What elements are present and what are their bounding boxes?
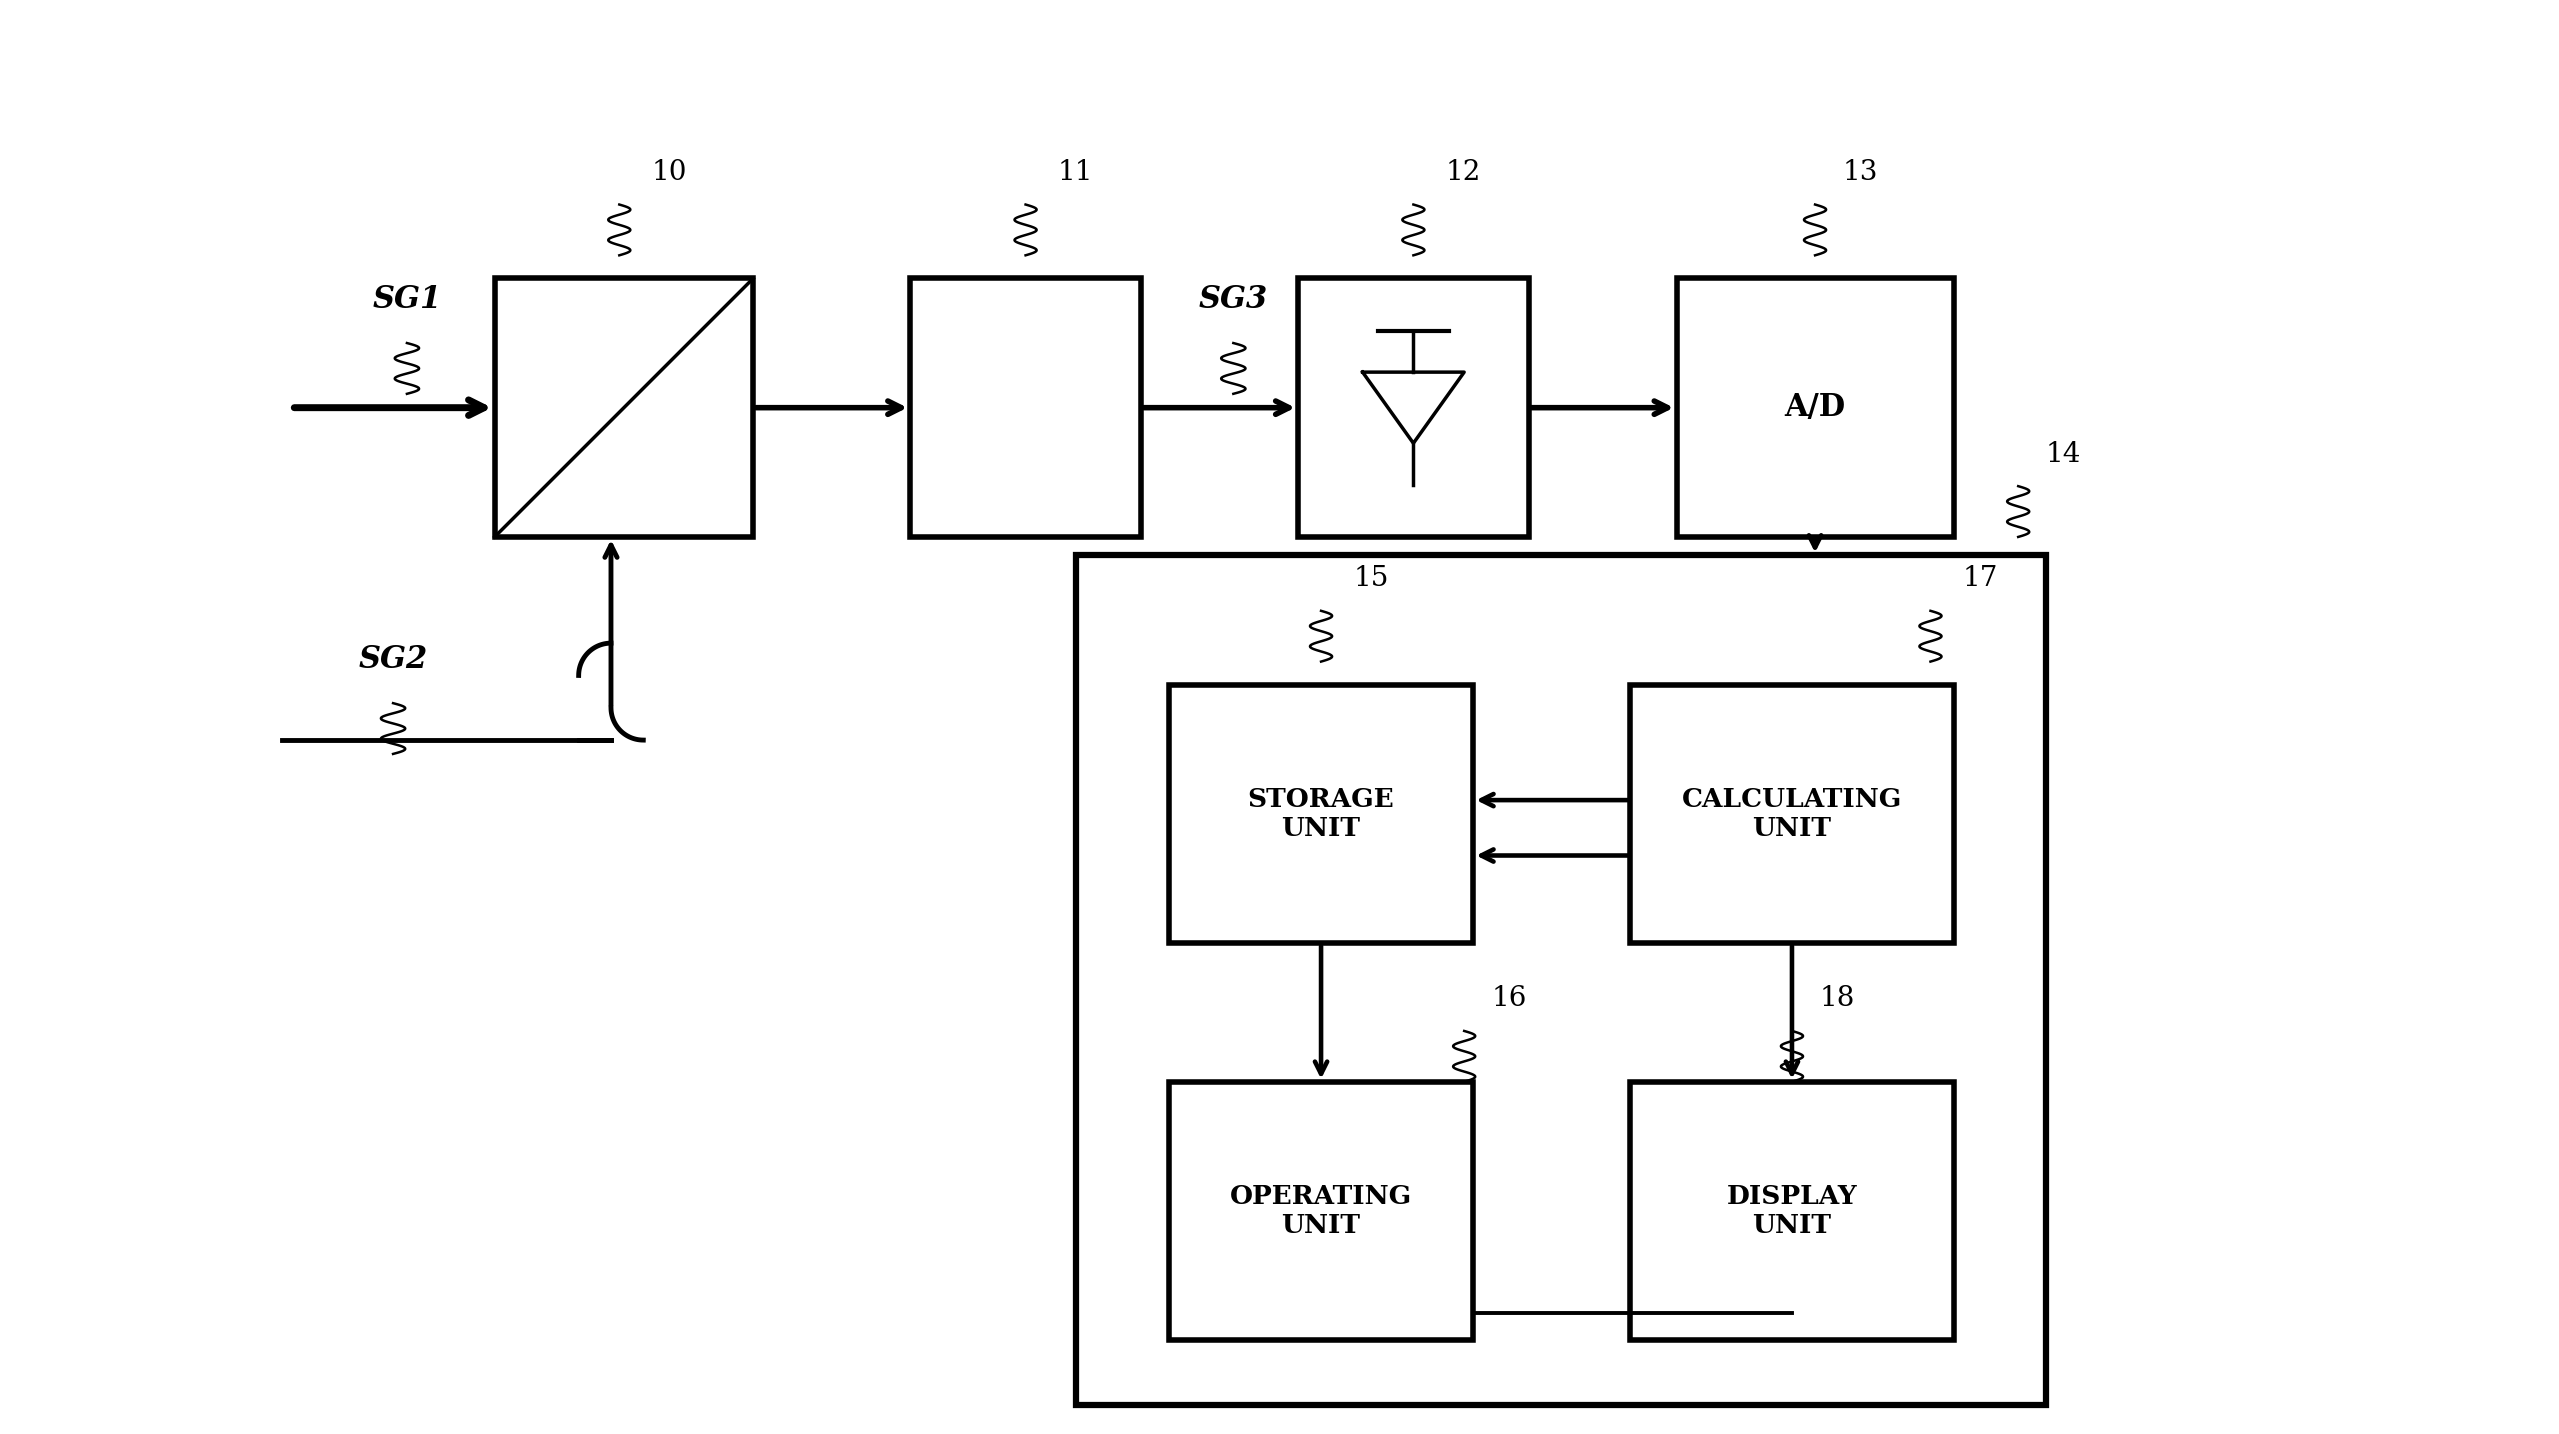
Text: 18: 18 (1819, 985, 1855, 1012)
Bar (911, 278, 1141, 536)
Text: 12: 12 (1446, 159, 1482, 186)
Text: 13: 13 (1842, 159, 1878, 186)
Text: 10: 10 (653, 159, 688, 186)
Text: OPERATING
UNIT: OPERATING UNIT (1231, 1184, 1413, 1238)
Bar (1077, 555, 2045, 1405)
Text: CALCULATING
UNIT: CALCULATING UNIT (1681, 787, 1901, 840)
Text: 11: 11 (1057, 159, 1093, 186)
Text: 17: 17 (1963, 565, 1999, 592)
Text: SG2: SG2 (358, 644, 427, 675)
Bar (1630, 684, 1953, 944)
Text: DISPLAY
UNIT: DISPLAY UNIT (1727, 1184, 1858, 1238)
Bar (1630, 1081, 1953, 1341)
Text: 14: 14 (2045, 440, 2080, 467)
Text: SG1: SG1 (371, 284, 443, 315)
Bar (1169, 684, 1474, 944)
Text: 15: 15 (1354, 565, 1390, 592)
Text: STORAGE
UNIT: STORAGE UNIT (1249, 787, 1395, 840)
Text: SG3: SG3 (1198, 284, 1267, 315)
Text: 16: 16 (1492, 985, 1528, 1012)
Bar (494, 278, 752, 536)
Bar (1169, 1081, 1474, 1341)
Bar (1297, 278, 1528, 536)
Bar (1676, 278, 1953, 536)
Text: A/D: A/D (1784, 391, 1845, 423)
